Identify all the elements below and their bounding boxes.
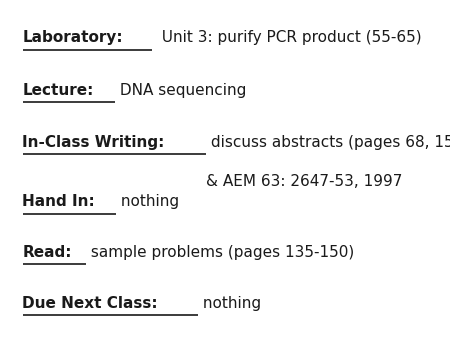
Text: Lecture:: Lecture: (22, 82, 94, 98)
Text: nothing: nothing (117, 194, 180, 209)
Text: nothing: nothing (198, 295, 261, 311)
Text: Unit 3: purify PCR product (55-65): Unit 3: purify PCR product (55-65) (153, 30, 422, 45)
Text: In-Class Writing:: In-Class Writing: (22, 135, 165, 150)
Text: Laboratory:: Laboratory: (22, 30, 123, 45)
Text: discuss abstracts (pages 68, 157): discuss abstracts (pages 68, 157) (206, 135, 450, 150)
Text: DNA sequencing: DNA sequencing (115, 82, 246, 98)
Text: sample problems (pages 135-150): sample problems (pages 135-150) (86, 245, 355, 260)
Text: Due Next Class:: Due Next Class: (22, 295, 158, 311)
Text: Read:: Read: (22, 245, 72, 260)
Text: Hand In:: Hand In: (22, 194, 95, 209)
Text: & AEM 63: 2647-53, 1997: & AEM 63: 2647-53, 1997 (206, 174, 403, 189)
